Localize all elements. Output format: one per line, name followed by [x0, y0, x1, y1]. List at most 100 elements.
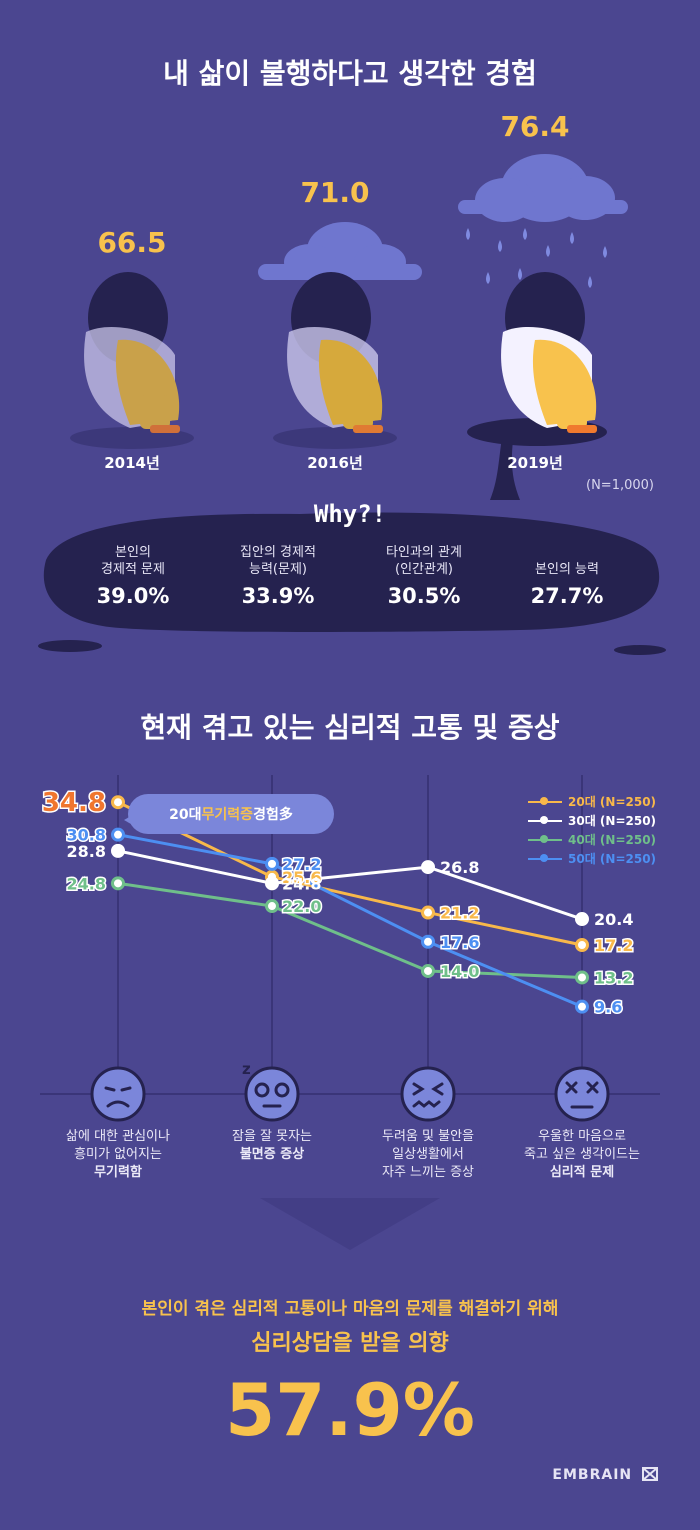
- legend-swatch: [528, 815, 562, 826]
- sample-size: (N=1,000): [586, 478, 654, 493]
- series-point: [575, 938, 589, 953]
- series-point: [421, 934, 435, 949]
- reason-1: 본인의 경제적 문제 39.0%: [58, 542, 208, 608]
- conclusion-lead: 본인이 겪은 심리적 고통이나 마음의 문제를 해결하기 위해: [141, 1299, 559, 1319]
- legend-label: 50대 (N=250): [568, 852, 657, 866]
- brand-mark-icon: [642, 1467, 658, 1481]
- score-2016: 71.0: [300, 176, 370, 209]
- person-2019: [501, 272, 597, 433]
- series-point: [575, 912, 589, 927]
- legend-swatch: [528, 834, 562, 845]
- data-label: 24.8: [67, 874, 106, 893]
- legend-swatch: [528, 796, 562, 807]
- puddle-2: [614, 645, 666, 655]
- down-arrow-shape: [260, 1198, 440, 1250]
- raindrops: [466, 228, 607, 288]
- reason-2: 집안의 경제적 능력(문제) 33.9%: [203, 542, 353, 608]
- legend-swatch: [528, 853, 562, 864]
- category-line: 일상생활에서: [392, 1147, 464, 1162]
- series-point: [421, 905, 435, 920]
- category-line: 자주 느끼는 증상: [382, 1165, 474, 1180]
- legend-label: 20대 (N=250): [568, 795, 657, 809]
- reason-value: 39.0%: [96, 584, 170, 608]
- bubble-highlight: 무기력증: [201, 807, 254, 823]
- reason-label: 타인과의 관계 (인간관계): [386, 545, 462, 577]
- symptom-line-chart: 34.8 25.6 21.2 17.2 28.8 24.8 26.8 20.4 24.8 22.0…: [40, 775, 635, 1094]
- data-label: 30.8: [67, 826, 106, 845]
- why-heading: Why?!: [313, 500, 387, 528]
- data-label: 26.8: [440, 858, 479, 877]
- conclusion-title: 심리상담을 받을 의향: [251, 1331, 449, 1356]
- series-line-0: [117, 800, 583, 947]
- category-2: 잠을 잘 못자는 불면증 증상: [197, 1128, 347, 1164]
- category-3: 두려움 및 불안을 일상생활에서 자주 느끼는 증상: [353, 1128, 503, 1182]
- reason-label: 본인의 경제적 문제: [101, 545, 165, 577]
- data-label: 20.4: [594, 910, 633, 929]
- category-line-bold: 불면증 증상: [239, 1147, 305, 1162]
- reason-value: 30.5%: [387, 584, 461, 608]
- year-2014: 2014년: [104, 454, 160, 472]
- sleepless-face-icon: z: [242, 1060, 300, 1122]
- person-2016: [287, 272, 383, 433]
- category-line: 삶에 대한 관심이나: [66, 1129, 170, 1144]
- puddle-1: [38, 640, 102, 652]
- series-point: [575, 999, 589, 1014]
- reason-label: 본인의 능력: [535, 562, 599, 577]
- series-point: [265, 856, 279, 871]
- category-4: 우울한 마음으로 죽고 싶은 생각이드는 심리적 문제: [507, 1128, 657, 1182]
- category-1: 삶에 대한 관심이나 흥미가 없어지는 무기력함: [43, 1128, 193, 1182]
- score-2019: 76.4: [500, 110, 570, 143]
- series-point: [575, 970, 589, 985]
- legend-label: 40대 (N=250): [568, 833, 657, 847]
- category-line: 죽고 싶은 생각이드는: [524, 1147, 640, 1162]
- category-line: 우울한 마음으로: [538, 1129, 626, 1144]
- data-label: 27.2: [282, 855, 321, 874]
- why-cloud-shape: [43, 512, 660, 632]
- dizzy-face-icon: [554, 1066, 610, 1122]
- series-point: [111, 827, 125, 842]
- series-line-3: [117, 833, 583, 1009]
- data-label: 21.2: [440, 904, 479, 923]
- chart-legend: 20대 (N=250) 30대 (N=250) 40대 (N=250) 50대 …: [528, 792, 678, 868]
- person-2014: [84, 272, 180, 433]
- score-2014: 66.5: [97, 226, 167, 259]
- brand-name: EMBRAIN: [552, 1467, 633, 1483]
- legend-item-40s: 40대 (N=250): [528, 830, 678, 849]
- sad-face-icon: [90, 1066, 146, 1122]
- bubble-text-pre: 20대: [169, 807, 202, 823]
- data-label: 13.2: [594, 968, 633, 987]
- cloud-2016: [258, 222, 422, 280]
- bubble-text-post: 경험多: [253, 807, 293, 823]
- reason-value: 27.7%: [530, 584, 604, 608]
- symptom-icons: z: [90, 1060, 610, 1122]
- data-label: 25.6: [282, 868, 321, 887]
- section2-title: 현재 겪고 있는 심리적 고통 및 증상: [140, 711, 560, 744]
- series-line-1: [117, 849, 583, 921]
- data-label: 17.2: [594, 936, 633, 955]
- data-label: 34.8: [42, 788, 106, 818]
- series-point: [421, 963, 435, 978]
- data-label: 14.0: [440, 962, 479, 981]
- anxious-face-icon: [400, 1066, 456, 1122]
- category-line-bold: 무기력함: [94, 1165, 142, 1180]
- year-2019: 2019년: [507, 454, 563, 472]
- callout-bubble: 20대 무기력증 경험多: [128, 794, 334, 834]
- legend-item-50s: 50대 (N=250): [528, 849, 678, 868]
- data-label: 24.8: [282, 874, 321, 893]
- category-line-bold: 심리적 문제: [549, 1165, 615, 1180]
- section1-title: 내 삶이 불행하다고 생각한 경험: [163, 57, 537, 90]
- series-point: [265, 899, 279, 914]
- category-line: 잠을 잘 못자는: [231, 1129, 313, 1144]
- reason-3: 타인과의 관계 (인간관계) 30.5%: [349, 542, 499, 608]
- series-point: [265, 876, 279, 891]
- data-label: 28.8: [67, 842, 106, 861]
- legend-item-20s: 20대 (N=250): [528, 792, 678, 811]
- legend-item-30s: 30대 (N=250): [528, 811, 678, 830]
- conclusion-value: 57.9%: [225, 1368, 475, 1452]
- legend-label: 30대 (N=250): [568, 814, 657, 828]
- year-2016: 2016년: [307, 454, 363, 472]
- data-label: 17.6: [440, 933, 479, 952]
- reason-value: 33.9%: [241, 584, 315, 608]
- brand-logo: EMBRAIN: [548, 1467, 658, 1483]
